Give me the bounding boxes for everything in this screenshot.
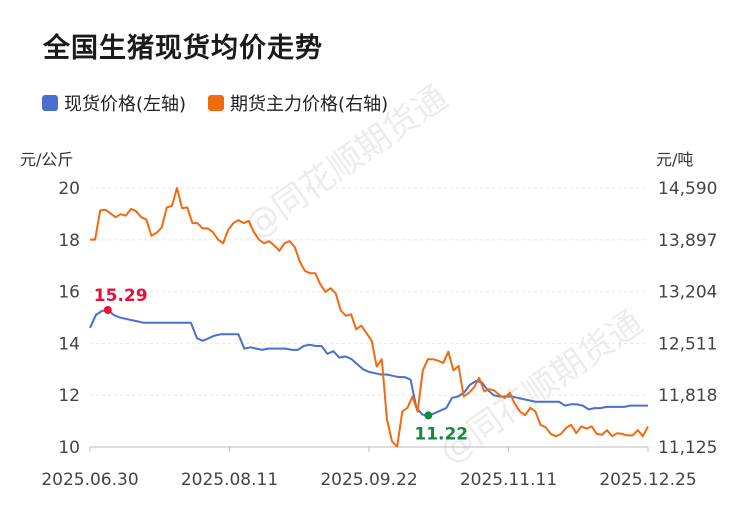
left-tick-label: 14 — [58, 334, 80, 354]
legend-item-spot[interactable]: 现货价格(左轴) — [42, 90, 186, 116]
left-tick-label: 10 — [58, 438, 80, 458]
right-axis-unit: 元/吨 — [656, 150, 694, 169]
legend-label-futures: 期货主力价格(右轴) — [230, 94, 389, 115]
right-tick-label: 13,897 — [658, 231, 717, 251]
right-tick-label: 12,511 — [658, 334, 717, 354]
x-tick-label: 2025.06.30 — [41, 470, 138, 490]
x-tick-label: 2025.11.11 — [460, 470, 557, 490]
x-tick-label: 2025.09.22 — [320, 470, 417, 490]
legend-label-spot: 现货价格(左轴) — [64, 94, 187, 115]
left-tick-label: 18 — [58, 231, 80, 251]
right-tick-label: 11,818 — [658, 386, 717, 406]
left-tick-label: 20 — [58, 179, 80, 199]
left-tick-label: 12 — [58, 386, 80, 406]
annotation-low-marker — [424, 411, 433, 420]
chart-title: 全国生猪现货均价走势 — [43, 33, 323, 64]
right-tick-label: 13,204 — [658, 283, 717, 303]
legend-item-futures[interactable]: 期货主力价格(右轴) — [208, 90, 388, 116]
annotation-low-label: 11.22 — [414, 424, 468, 444]
legend-swatch-futures — [208, 95, 225, 111]
right-tick-label: 14,590 — [658, 179, 717, 199]
series-line-futures — [90, 187, 649, 448]
annotation-high-label: 15.29 — [94, 286, 148, 306]
right-tick-label: 11,125 — [658, 438, 717, 458]
annotation-high-marker — [103, 305, 112, 314]
x-tick-label: 2025.12.25 — [599, 470, 696, 490]
x-tick-label: 2025.08.11 — [181, 470, 278, 490]
legend: 现货价格(左轴) 期货主力价格(右轴) — [42, 90, 410, 116]
left-axis-unit: 元/公斤 — [20, 150, 74, 169]
legend-swatch-spot — [42, 95, 58, 111]
series-line-spot — [89, 309, 648, 417]
left-tick-label: 16 — [58, 283, 80, 303]
